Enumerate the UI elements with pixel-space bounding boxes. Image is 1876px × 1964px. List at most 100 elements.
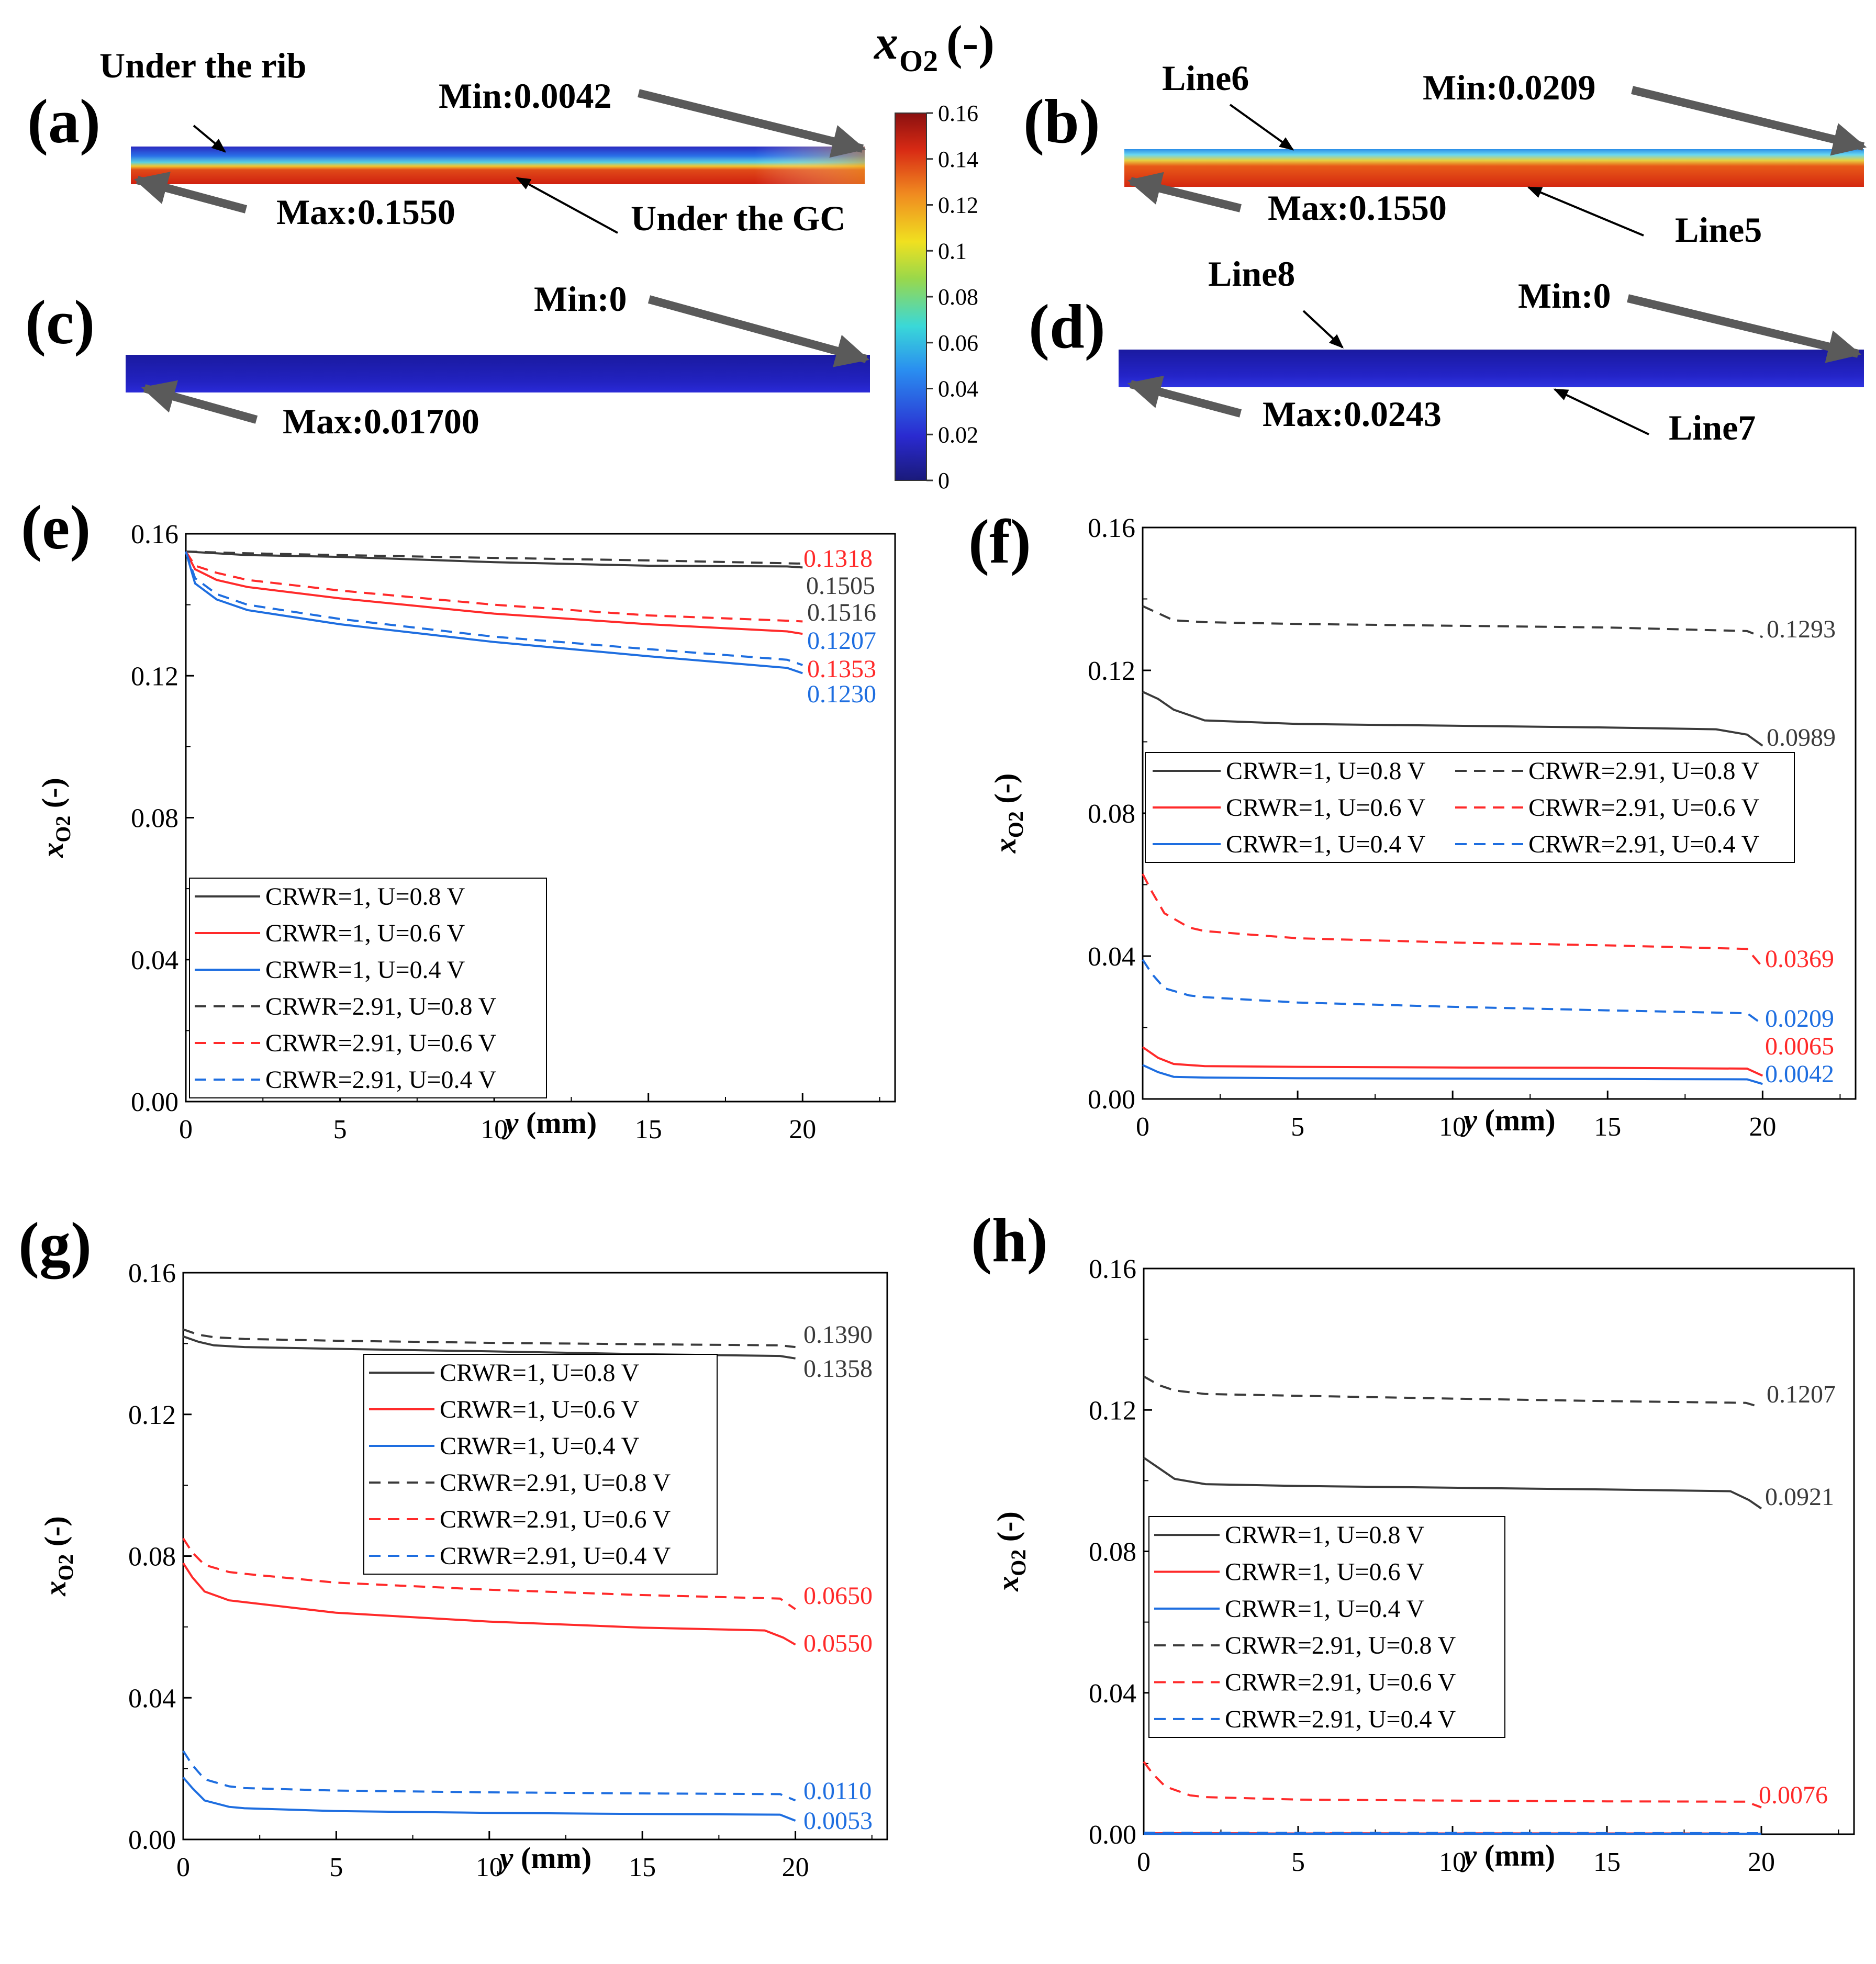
end-value-label: 0.1358 [803, 1355, 873, 1383]
end-value-label: 0.1230 [807, 680, 876, 708]
end-value-label: 0.0550 [803, 1630, 873, 1657]
series-line [1142, 1064, 1763, 1085]
series-line [1143, 1375, 1762, 1409]
pointer-under-gc [516, 177, 618, 234]
y-tick-label: 0.08 [131, 804, 178, 834]
x-axis-var: y [497, 1841, 513, 1875]
annotation-line5: Line5 [1675, 210, 1762, 250]
legend-entry: CRWR=2.91, U=0.6 V [440, 1506, 671, 1533]
series-line [1142, 959, 1763, 1026]
y-tick-label: 0.12 [1089, 1396, 1136, 1426]
legend-entry: CRWR=2.91, U=0.4 V [1225, 1705, 1456, 1733]
y-axis-title: xO2 (-) [991, 1511, 1030, 1592]
x-tick-label: 0 [1136, 1112, 1149, 1142]
end-value-label: 0.1505 [806, 572, 875, 600]
series-line [185, 550, 803, 569]
series-line [183, 1335, 796, 1360]
legend-box [1148, 1516, 1505, 1738]
y-tick-label: 0.04 [1089, 1679, 1136, 1709]
contour-strip-b [1124, 149, 1864, 187]
legend-entry: CRWR=2.91, U=0.6 V [1528, 794, 1760, 822]
series-line [183, 1328, 796, 1349]
annotation-max-b: Max:0.1550 [1268, 188, 1447, 228]
legend-entry: CRWR=2.91, U=0.8 V [1528, 757, 1760, 785]
y-axis-unit: (-) [991, 1511, 1025, 1549]
x-axis-unit: (mm) [513, 1841, 591, 1875]
legend-entry: CRWR=2.91, U=0.6 V [265, 1029, 497, 1057]
y-axis-title: xO2 (-) [36, 778, 75, 858]
x-tick-label: 15 [1593, 1847, 1621, 1877]
y-tick-label: 0.12 [128, 1400, 176, 1430]
series-line [185, 551, 803, 666]
y-tick-label: 0.08 [1088, 799, 1135, 829]
end-value-label: 0.0921 [1765, 1483, 1834, 1511]
x-axis-var: y [502, 1106, 519, 1140]
panel-label-e: (e) [21, 492, 91, 562]
legend-entry: CRWR=2.91, U=0.8 V [265, 993, 497, 1020]
panel-c: (c) Min:0 Max:0.01700 [25, 279, 870, 441]
y-axis-var: x [36, 843, 70, 858]
annotation-line8: Line8 [1208, 254, 1295, 294]
arrow-min-b [1631, 86, 1867, 156]
x-tick-label: 20 [789, 1115, 816, 1144]
x-axis-title: y (mm) [1460, 1838, 1556, 1872]
chart-g: (g) 0 5 10 15 20 0.00 0.04 0.08 0.12 0.16 y (mm) xO… [18, 1209, 888, 1882]
y-axis-unit: (-) [36, 778, 70, 815]
x-tick-label: 5 [329, 1853, 343, 1882]
y-axis-unit: (-) [38, 1516, 72, 1554]
annotation-min-a: Min:0.0042 [439, 76, 612, 116]
x-axis-unit: (mm) [518, 1106, 597, 1140]
end-value-label: 0.1353 [807, 655, 876, 683]
panel-label-a: (a) [27, 86, 100, 156]
series-line [1142, 691, 1763, 747]
series-line [1143, 1761, 1762, 1809]
legend-entry: CRWR=2.91, U=0.8 V [1225, 1632, 1456, 1659]
panel-label-h: (h) [971, 1205, 1048, 1275]
arrow-min-d [1627, 294, 1862, 363]
end-value-label: 0.1207 [807, 627, 876, 655]
arrow-max-c [141, 380, 258, 424]
series-line [1143, 1456, 1762, 1510]
legend-entry: CRWR=2.91, U=0.8 V [440, 1469, 671, 1497]
x-tick-label: 0 [176, 1853, 190, 1882]
pointer-line8 [1302, 310, 1344, 349]
x-tick-label: 10 [1439, 1112, 1466, 1142]
x-tick-label: 20 [1749, 1112, 1776, 1142]
end-value-label: 0.1207 [1767, 1381, 1836, 1408]
y-tick-label: 0.16 [1088, 513, 1135, 543]
colorbar-tick-label: 0.08 [938, 284, 978, 310]
y-tick-label: 0.00 [131, 1087, 178, 1117]
end-value-label: 0.0042 [1765, 1060, 1834, 1088]
y-axis-var: x [991, 1576, 1025, 1592]
series-line [1142, 1046, 1763, 1077]
colorbar-tick-label: 0.12 [938, 193, 978, 218]
colorbar-title-suffix: (-) [946, 16, 995, 69]
x-tick-label: 0 [179, 1115, 193, 1144]
legend-entry: CRWR=2.91, U=0.4 V [1528, 831, 1760, 858]
annotation-max-d: Max:0.0243 [1263, 394, 1442, 434]
end-value-label: 0.0053 [803, 1807, 873, 1835]
y-tick-label: 0.00 [128, 1825, 176, 1855]
colorbar-tick-label: 0.02 [938, 422, 978, 447]
series-line [1142, 605, 1763, 638]
annotation-under-rib: Under the rib [99, 46, 306, 85]
x-tick-label: 10 [476, 1853, 503, 1882]
x-tick-label: 20 [1748, 1847, 1775, 1877]
legend-entry: CRWR=1, U=0.8 V [1225, 1521, 1425, 1549]
x-axis-title: y (mm) [497, 1841, 592, 1875]
contour-strip-a-edge [131, 147, 865, 184]
annotation-min-c: Min:0 [534, 279, 627, 319]
arrow-max-a [133, 172, 248, 214]
pointer-line6 [1229, 104, 1294, 151]
x-axis-var: y [1460, 1103, 1477, 1137]
legend-entry: CRWR=1, U=0.4 V [440, 1432, 640, 1460]
contour-strip-c [126, 355, 870, 392]
arrow-min-a [638, 89, 866, 158]
colorbar-tick-label: 0.14 [938, 147, 978, 172]
chart-f: (f) 0 5 10 15 20 0.00 0.04 0.08 0.12 0.16 y (mm) xO… [968, 507, 1857, 1142]
annotation-max-c: Max:0.01700 [283, 401, 479, 441]
legend-entry: CRWR=1, U=0.6 V [1225, 1558, 1425, 1586]
x-axis-title: y (mm) [1460, 1103, 1556, 1137]
y-axis-title: xO2 (-) [38, 1516, 77, 1597]
